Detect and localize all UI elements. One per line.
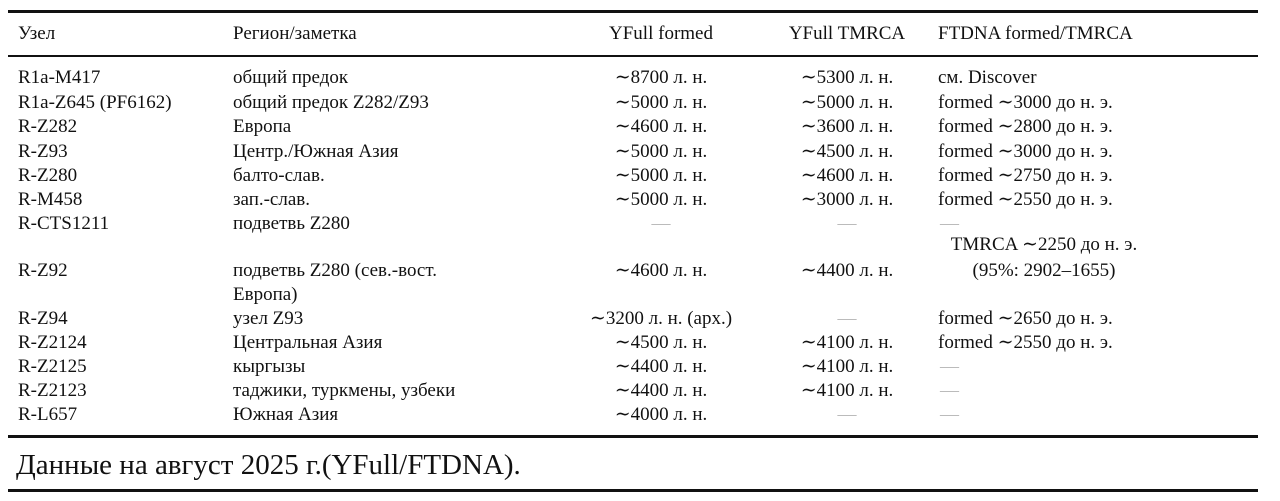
cell: formed ∼2750 до н. э. [938,165,1113,186]
cell: ∼4400 л. н. [800,260,894,281]
cell: ∼5000 л. н. [614,165,708,186]
cell-line: подветвь Z280 (сев.-вост. [233,260,437,281]
cell: балто-слав. [233,165,325,186]
header-cell: FTDNA formed/TMRCA [938,23,1133,44]
cell: Центральная Азия [233,332,383,353]
cell: — [651,213,671,234]
cell: Центр./Южная Азия [233,141,399,162]
cell: подветвь Z280 [233,213,350,234]
cell: — [837,213,857,234]
cell: formed ∼2800 до н. э. [938,116,1113,137]
caption: Данные на август 2025 г.(YFull/FTDNA). [16,449,521,481]
top-rule [8,10,1258,13]
cell-line: Европа) [233,284,298,305]
cell: — [837,308,857,329]
cell: — [837,404,857,425]
cell: formed ∼2550 до н. э. [938,332,1113,353]
mid-rule [8,55,1258,57]
cell: R1a-M417 [18,67,101,88]
cell: — [940,213,959,234]
cell: ∼5000 л. н. [614,92,708,113]
cell: ∼4600 л. н. [614,116,708,137]
cell: кыргызы [233,356,306,377]
cell: formed ∼3000 до н. э. [938,141,1113,162]
cell: ∼4400 л. н. [614,356,708,377]
cell: ∼4400 л. н. [614,380,708,401]
cell: ∼4600 л. н. [614,260,708,281]
cell: formed ∼2550 до н. э. [938,189,1113,210]
cell: общий предок [233,67,349,88]
header-cell: YFull TMRCA [788,23,906,44]
cell-line: TMRCA ∼2250 до н. э. [950,234,1138,255]
cell: ∼4500 л. н. [614,332,708,353]
cell: ∼4500 л. н. [800,141,894,162]
cell: ∼5000 л. н. [800,92,894,113]
header-cell: Узел [18,23,56,44]
cell: R-Z93 [18,141,68,162]
cell-line: (95%: 2902–1655) [972,260,1116,281]
cell: R-Z2125 [18,356,87,377]
cell: ∼8700 л. н. [614,67,708,88]
cell: ∼5300 л. н. [800,67,894,88]
cell: общий предок Z282/Z93 [233,92,429,113]
cell: — [940,404,959,425]
cell: ∼4600 л. н. [800,165,894,186]
cell: ∼4100 л. н. [800,356,894,377]
cell: formed ∼2650 до н. э. [938,308,1113,329]
cell: R-L657 [18,404,78,425]
cell: таджики, туркмены, узбеки [233,380,456,401]
cell: зап.-слав. [233,189,311,210]
cell: — [940,380,959,401]
cell: ∼5000 л. н. [614,189,708,210]
caption-rule [8,489,1258,492]
cell: ∼3600 л. н. [800,116,894,137]
cell: formed ∼3000 до н. э. [938,92,1113,113]
cell: — [940,356,959,377]
cell: ∼4000 л. н. [614,404,708,425]
cell: R-Z92 [18,260,68,281]
cell: ∼3200 л. н. (арх.) [589,308,733,329]
cell: Южная Азия [233,404,339,425]
cell: R1a-Z645 (PF6162) [18,92,172,113]
header-cell: YFull formed [609,23,713,44]
cell: R-Z94 [18,308,68,329]
cell: R-Z2124 [18,332,87,353]
cell: см. Discover [938,67,1037,88]
cell: Европа [233,116,292,137]
cell: R-CTS1211 [18,213,110,234]
cell: узел Z93 [233,308,304,329]
bottom-rule [8,435,1258,438]
header-cell: Регион/заметка [233,23,357,44]
cell: R-Z2123 [18,380,87,401]
cell: ∼4100 л. н. [800,380,894,401]
cell: R-M458 [18,189,83,210]
cell: R-Z280 [18,165,78,186]
cell: R-Z282 [18,116,78,137]
cell: ∼3000 л. н. [800,189,894,210]
cell: ∼4100 л. н. [800,332,894,353]
cell: ∼5000 л. н. [614,141,708,162]
